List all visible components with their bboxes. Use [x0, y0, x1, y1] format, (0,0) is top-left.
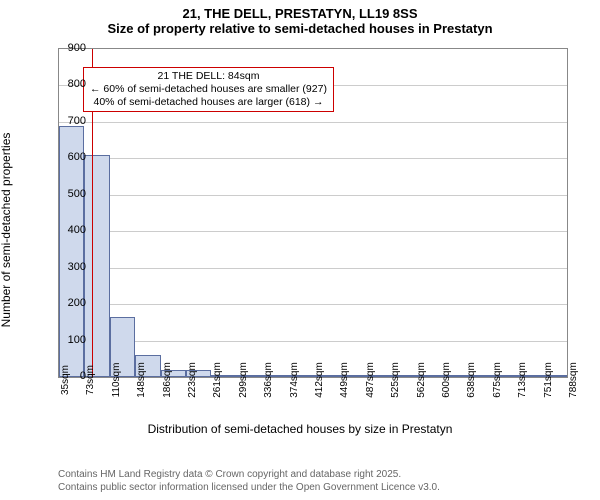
gridline: [59, 231, 567, 232]
x-tick-label: 751sqm: [543, 362, 554, 398]
x-tick-label: 525sqm: [390, 362, 401, 398]
y-tick-label: 800: [56, 78, 86, 90]
annotation-line-1: 21 THE DELL: 84sqm: [90, 70, 327, 83]
y-tick-label: 500: [56, 188, 86, 200]
y-tick-label: 100: [56, 334, 86, 346]
y-axis-label: Number of semi-detached properties: [0, 133, 13, 328]
x-tick-label: 223sqm: [187, 362, 198, 398]
x-tick-label: 299sqm: [238, 362, 249, 398]
x-tick-label: 374sqm: [289, 362, 300, 398]
y-tick-label: 300: [56, 261, 86, 273]
gridline: [59, 195, 567, 196]
annotation-line-3: 40% of semi-detached houses are larger (…: [90, 96, 327, 109]
x-tick-label: 788sqm: [568, 362, 579, 398]
x-tick-label: 186sqm: [162, 362, 173, 398]
gridline: [59, 122, 567, 123]
x-tick-label: 675sqm: [492, 362, 503, 398]
chart-container: 21, THE DELL, PRESTATYN, LL19 8SS Size o…: [0, 0, 600, 500]
gridline: [59, 158, 567, 159]
y-tick-label: 600: [56, 151, 86, 163]
x-tick-label: 412sqm: [314, 362, 325, 398]
y-tick-label: 900: [56, 42, 86, 54]
y-tick-label: 200: [56, 297, 86, 309]
x-tick-label: 713sqm: [517, 362, 528, 398]
footer: Contains HM Land Registry data © Crown c…: [0, 468, 440, 494]
x-tick-label: 600sqm: [441, 362, 452, 398]
x-tick-label: 487sqm: [365, 362, 376, 398]
x-tick-label: 638sqm: [466, 362, 477, 398]
annotation-line-2: ← 60% of semi-detached houses are smalle…: [90, 83, 327, 96]
footer-line-2: Contains public sector information licen…: [58, 481, 440, 494]
histogram-bar: [84, 155, 109, 377]
gridline: [59, 268, 567, 269]
chart-area: Number of semi-detached properties 21 TH…: [0, 40, 600, 420]
gridline: [59, 304, 567, 305]
x-tick-label: 35sqm: [60, 365, 71, 395]
x-tick-label: 261sqm: [212, 362, 223, 398]
footer-line-1: Contains HM Land Registry data © Crown c…: [58, 468, 440, 481]
x-tick-label: 148sqm: [136, 362, 147, 398]
y-tick-label: 700: [56, 115, 86, 127]
y-tick-label: 400: [56, 224, 86, 236]
plot-region: 21 THE DELL: 84sqm ← 60% of semi-detache…: [58, 48, 568, 378]
x-tick-label: 110sqm: [111, 363, 122, 398]
chart-title: 21, THE DELL, PRESTATYN, LL19 8SS: [0, 0, 600, 21]
x-axis-label: Distribution of semi-detached houses by …: [0, 422, 600, 436]
x-tick-label: 336sqm: [263, 362, 274, 398]
x-tick-label: 73sqm: [85, 365, 96, 395]
x-tick-label: 449sqm: [339, 362, 350, 398]
gridline: [59, 341, 567, 342]
x-tick-label: 562sqm: [416, 362, 427, 398]
annotation-box: 21 THE DELL: 84sqm ← 60% of semi-detache…: [83, 67, 334, 112]
chart-subtitle: Size of property relative to semi-detach…: [0, 21, 600, 40]
